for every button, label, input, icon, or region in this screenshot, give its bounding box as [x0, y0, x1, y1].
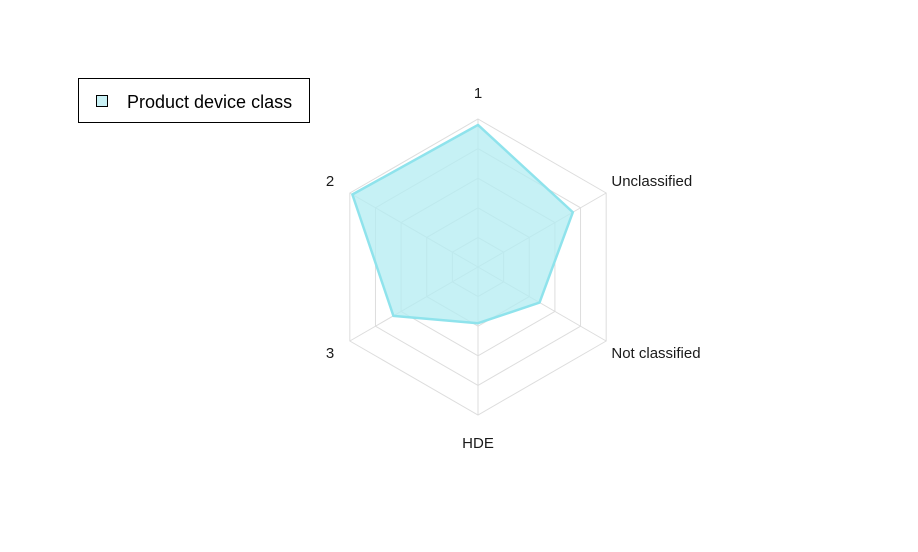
- radar-series: [351, 123, 575, 325]
- axis-label: Unclassified: [611, 173, 692, 190]
- axis-label: HDE: [462, 435, 494, 452]
- axis-labels: 1 Unclassified Not classified HDE 3 2: [326, 85, 701, 452]
- axis-label: 2: [326, 173, 334, 190]
- series-area: [351, 123, 575, 325]
- legend-label: Product device class: [127, 92, 293, 112]
- legend-swatch-icon: [96, 95, 108, 107]
- axis-label: Not classified: [611, 345, 700, 362]
- axis-label: 3: [326, 345, 334, 362]
- legend: Product device class: [78, 78, 310, 123]
- axis-label: 1: [474, 85, 482, 102]
